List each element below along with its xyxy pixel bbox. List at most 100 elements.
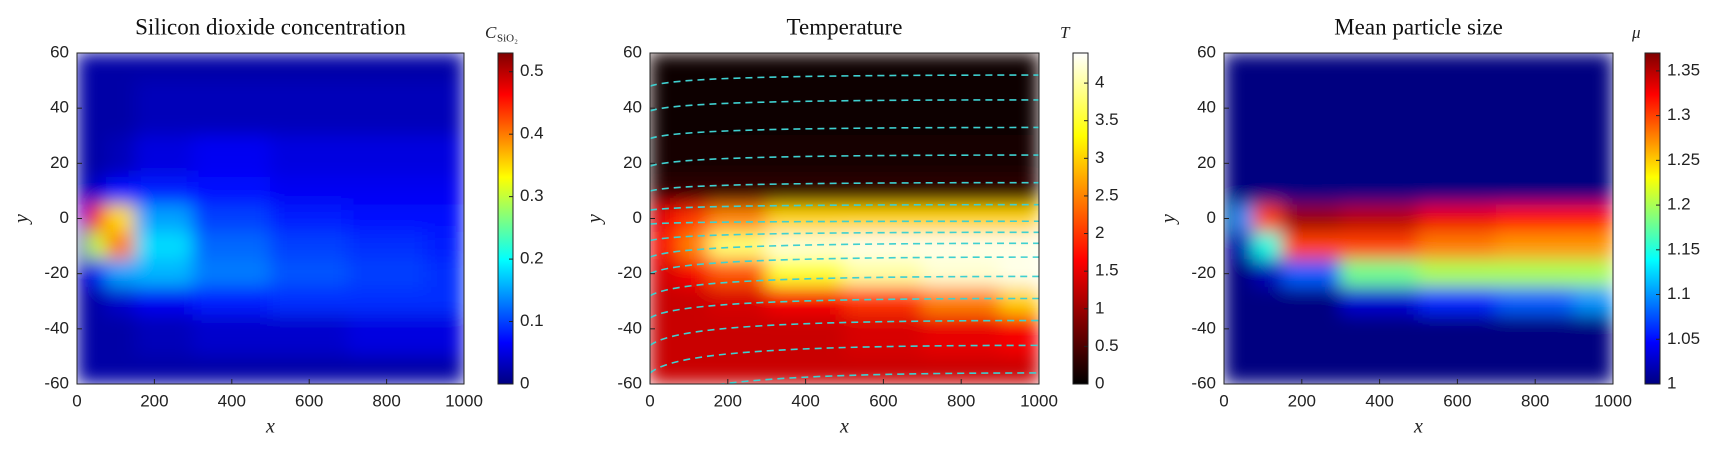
heatmap-cells	[650, 53, 1039, 384]
heatmap-cell	[105, 80, 136, 137]
heatmap-cell	[1224, 204, 1235, 233]
heatmap-cell	[678, 231, 709, 261]
heatmap-cell	[424, 135, 464, 178]
heatmap-cell	[347, 176, 426, 206]
heatmap-cell	[650, 314, 661, 357]
heatmap-cell	[659, 204, 680, 233]
heatmap-cell	[1281, 259, 1342, 288]
x-tick-label: 200	[1288, 391, 1316, 410]
heatmap-cell	[270, 135, 349, 178]
x-tick-label: 0	[1219, 391, 1228, 410]
heatmap-cell	[77, 231, 88, 261]
heatmap-cell	[86, 176, 107, 206]
streamline	[650, 181, 1039, 192]
heatmap-cell	[707, 259, 768, 288]
heatmap-cell	[1281, 135, 1342, 178]
heatmap-cell	[999, 80, 1039, 137]
heatmap-cell	[192, 204, 271, 233]
streamline	[650, 220, 1039, 225]
heatmap-cell	[921, 314, 1001, 357]
heatmap-cell	[1418, 53, 1497, 82]
y-tick-label: -60	[44, 373, 69, 392]
heatmap-cell	[1495, 231, 1575, 261]
colorbar-label: T	[1060, 23, 1071, 42]
heatmap-cell	[86, 204, 107, 233]
colorbar-label-sub: SiO₂	[497, 33, 518, 45]
heatmap-cell	[650, 259, 661, 288]
heatmap-cell	[270, 80, 349, 137]
colorbar-tick-label: 3	[1095, 148, 1104, 167]
heatmap-cell	[678, 176, 709, 206]
y-tick-label: -40	[44, 318, 69, 337]
x-tick-label: 400	[218, 391, 246, 410]
heatmap-cell	[844, 80, 923, 137]
colorbar-tick-label: 1.2	[1667, 195, 1691, 214]
x-tick-label: 200	[714, 391, 742, 410]
y-tick-label: 0	[1207, 208, 1216, 227]
y-tick-label: 20	[50, 153, 69, 172]
heatmap-cell	[999, 204, 1039, 233]
heatmap-cell	[1495, 176, 1575, 206]
heatmap-cell	[192, 135, 271, 178]
y-tick-label: -60	[617, 373, 642, 392]
heatmap-cell	[1281, 80, 1342, 137]
heatmap-cell	[1224, 53, 1235, 82]
heatmap-cell	[844, 53, 923, 82]
heatmap-cell	[678, 259, 709, 288]
heatmap-cell	[1224, 314, 1235, 357]
heatmap-cell	[105, 53, 136, 82]
heatmap-cell	[844, 259, 923, 288]
x-axis-label: x	[265, 416, 275, 438]
heatmap-cell	[1418, 314, 1497, 357]
heatmap-cell	[999, 259, 1039, 288]
heatmap-cell	[1224, 80, 1235, 137]
chart-title: Temperature	[787, 14, 903, 39]
heatmap-cell	[424, 286, 464, 316]
heatmap-cell	[1495, 80, 1575, 137]
heatmap-cell	[1281, 204, 1342, 233]
heatmap-cell	[424, 355, 464, 384]
heatmap-cell	[1224, 355, 1235, 384]
y-tick-label: -60	[1191, 373, 1216, 392]
colorbar-tick-label: 0.4	[520, 124, 544, 143]
heatmap-cell	[650, 80, 661, 137]
heatmap-cell	[105, 204, 136, 233]
heatmap-cell	[270, 259, 349, 288]
colorbar-tick-label: 0.5	[1095, 336, 1119, 355]
x-tick-label: 0	[645, 391, 654, 410]
x-tick-label: 200	[140, 391, 168, 410]
y-tick-label: -20	[44, 263, 69, 282]
x-tick-label: 600	[295, 391, 323, 410]
colorbar-tick-label: 1.3	[1667, 105, 1691, 124]
heatmap-cell	[678, 355, 709, 384]
heatmap-cell	[1340, 259, 1419, 288]
streamline	[650, 154, 1039, 167]
heatmap-cell	[424, 231, 464, 261]
heatmap-cell	[192, 53, 271, 82]
heatmap-cell	[192, 231, 271, 261]
heatmap-cell	[650, 53, 661, 82]
heatmap-cell	[270, 176, 349, 206]
streamline	[650, 203, 1039, 212]
heatmap-cell	[844, 204, 923, 233]
colorbar-tick-label: 1.1	[1667, 284, 1691, 303]
heatmap-cell	[347, 80, 426, 137]
heatmap-cell	[270, 286, 349, 316]
heatmap-cell	[134, 231, 194, 261]
heatmap-cell	[766, 314, 845, 357]
heatmap-cell	[1281, 355, 1342, 384]
colorbar-label: μ	[1631, 23, 1641, 42]
heatmap-cell	[77, 314, 88, 357]
heatmap-cell	[77, 259, 88, 288]
colorbar-tick-label: 1.35	[1667, 60, 1700, 79]
heatmap-cell	[86, 355, 107, 384]
heatmap-cell	[766, 176, 845, 206]
x-tick-label: 400	[791, 391, 819, 410]
y-tick-label: 0	[633, 208, 642, 227]
heatmap-cell	[1418, 176, 1497, 206]
chart-title: Silicon dioxide concentration	[135, 14, 406, 39]
heatmap-cell	[1573, 314, 1613, 357]
y-axis-label: y	[11, 214, 33, 225]
heatmap-cell	[1573, 135, 1613, 178]
